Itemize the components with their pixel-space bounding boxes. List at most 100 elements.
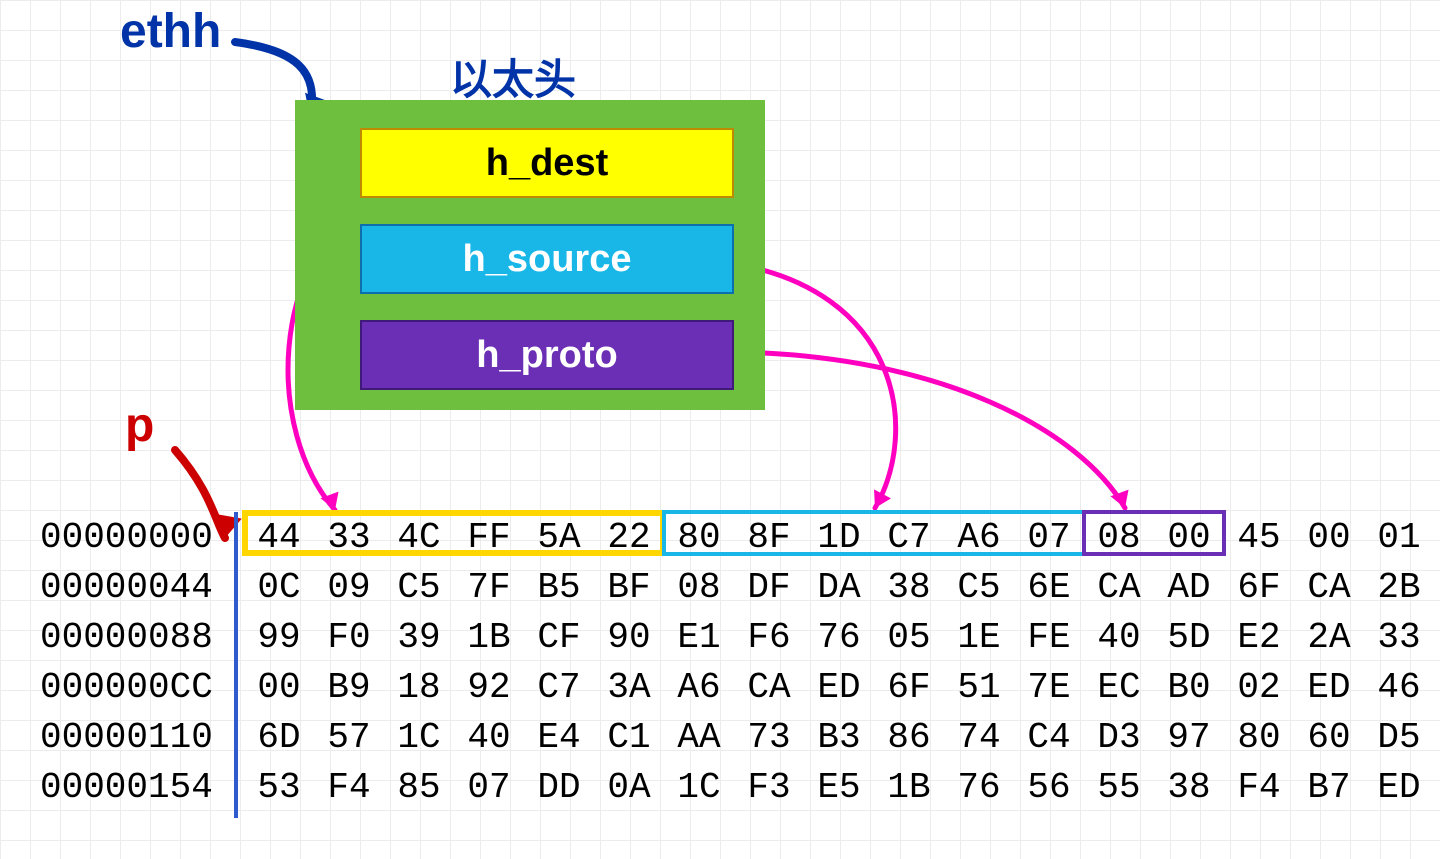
hex-byte: F0 [314, 617, 384, 658]
hex-byte: 00 [1294, 517, 1364, 558]
hex-byte: 99 [244, 617, 314, 658]
hex-byte: ED [804, 667, 874, 708]
hex-byte: B9 [314, 667, 384, 708]
hex-byte: 0C [244, 567, 314, 608]
hex-byte: AA [664, 717, 734, 758]
hex-byte: 7F [454, 567, 524, 608]
hex-byte: 1E [944, 617, 1014, 658]
hex-byte: C1 [594, 717, 664, 758]
hex-byte: CA [1294, 567, 1364, 608]
hex-byte: D5 [1364, 717, 1434, 758]
hex-byte: BF [594, 567, 664, 608]
hex-row: 000000CC 00B91892C73AA6CAED6F517EECB002ED… [40, 662, 1434, 712]
hex-row: 00000044 0C09C57FB5BF08DFDA38C56ECAAD6FCA… [40, 562, 1434, 612]
struct-title-text: 以太头 [450, 56, 576, 103]
hex-byte: A6 [664, 667, 734, 708]
hex-byte: ED [1294, 667, 1364, 708]
hex-byte: 6D [244, 717, 314, 758]
hex-byte: B3 [804, 717, 874, 758]
hex-byte: C5 [384, 567, 454, 608]
hex-byte: F4 [314, 767, 384, 808]
hex-byte: 55 [1084, 767, 1154, 808]
hex-byte: 86 [874, 717, 944, 758]
hex-byte: 46 [1364, 667, 1434, 708]
hex-byte: 02 [1224, 667, 1294, 708]
hex-byte: 6E [1014, 567, 1084, 608]
hex-byte: CA [1084, 567, 1154, 608]
hex-byte: 7E [1014, 667, 1084, 708]
hex-byte: DD [524, 767, 594, 808]
hex-separator-bar [234, 512, 238, 818]
hex-bytes: 0C09C57FB5BF08DFDA38C56ECAAD6FCA2B [244, 567, 1434, 608]
hex-byte: 1B [874, 767, 944, 808]
hex-row: 00000088 99F0391BCF90E1F676051EFE405DE22A… [40, 612, 1434, 662]
hex-highlight-h_dest [242, 510, 666, 556]
hex-byte: 97 [1154, 717, 1224, 758]
hex-byte: 05 [874, 617, 944, 658]
hex-byte: 57 [314, 717, 384, 758]
hex-byte: F4 [1224, 767, 1294, 808]
hex-byte: EC [1084, 667, 1154, 708]
hex-byte: 76 [804, 617, 874, 658]
hex-offset: 00000110 [40, 717, 228, 758]
hex-row: 00000110 6D571C40E4C1AA73B38674C4D3978060… [40, 712, 1434, 762]
hex-offset: 00000088 [40, 617, 228, 658]
hex-byte: B5 [524, 567, 594, 608]
hex-byte: 1C [384, 717, 454, 758]
hex-offset: 00000000 [40, 517, 228, 558]
hex-offset: 00000154 [40, 767, 228, 808]
pointer-label-p-text: p [125, 399, 154, 452]
hex-byte: 85 [384, 767, 454, 808]
hex-byte: 33 [1364, 617, 1434, 658]
hex-row: 00000154 53F48507DD0A1CF3E51B76565538F4B7… [40, 762, 1434, 812]
hex-byte: 1C [664, 767, 734, 808]
hex-byte: 6F [1224, 567, 1294, 608]
hex-byte: E5 [804, 767, 874, 808]
hex-byte: 2B [1364, 567, 1434, 608]
struct-field-h_source: h_source [360, 224, 734, 294]
hex-byte: 5D [1154, 617, 1224, 658]
hex-offset: 000000CC [40, 667, 228, 708]
hex-bytes: 00B91892C73AA6CAED6F517EECB002ED46 [244, 667, 1434, 708]
hex-byte: 74 [944, 717, 1014, 758]
hex-byte: 38 [874, 567, 944, 608]
hex-byte: 60 [1294, 717, 1364, 758]
hex-byte: 6F [874, 667, 944, 708]
struct-field-h_dest: h_dest [360, 128, 734, 198]
hex-highlight-h_proto [1082, 510, 1226, 556]
hex-byte: C5 [944, 567, 1014, 608]
hex-byte: 92 [454, 667, 524, 708]
hex-bytes: 99F0391BCF90E1F676051EFE405DE22A33 [244, 617, 1434, 658]
hex-byte: E1 [664, 617, 734, 658]
hex-byte: CF [524, 617, 594, 658]
pointer-label-ethh: ethh [120, 4, 221, 59]
hex-byte: 1B [454, 617, 524, 658]
hex-bytes: 53F48507DD0A1CF3E51B76565538F4B7ED [244, 767, 1434, 808]
hex-byte: D3 [1084, 717, 1154, 758]
hex-byte: B7 [1294, 767, 1364, 808]
hex-byte: CA [734, 667, 804, 708]
hex-byte: 01 [1364, 517, 1434, 558]
hex-byte: 09 [314, 567, 384, 608]
hex-byte: B0 [1154, 667, 1224, 708]
hex-byte: 39 [384, 617, 454, 658]
hex-byte: 51 [944, 667, 1014, 708]
hex-byte: 45 [1224, 517, 1294, 558]
struct-title: 以太头 [450, 46, 576, 107]
hex-byte: F6 [734, 617, 804, 658]
hex-byte: AD [1154, 567, 1224, 608]
hex-byte: 40 [1084, 617, 1154, 658]
hex-offset: 00000044 [40, 567, 228, 608]
hex-byte: 53 [244, 767, 314, 808]
hex-byte: 38 [1154, 767, 1224, 808]
struct-field-h_proto: h_proto [360, 320, 734, 390]
hex-byte: FE [1014, 617, 1084, 658]
hex-byte: C4 [1014, 717, 1084, 758]
hex-byte: 80 [1224, 717, 1294, 758]
hex-byte: 76 [944, 767, 1014, 808]
hex-bytes: 6D571C40E4C1AA73B38674C4D3978060D5 [244, 717, 1434, 758]
hex-dump: 0000000044334CFF5A22808F1DC7A60708004500… [40, 512, 1434, 812]
hex-byte: 3A [594, 667, 664, 708]
hex-byte: 00 [244, 667, 314, 708]
hex-byte: DA [804, 567, 874, 608]
